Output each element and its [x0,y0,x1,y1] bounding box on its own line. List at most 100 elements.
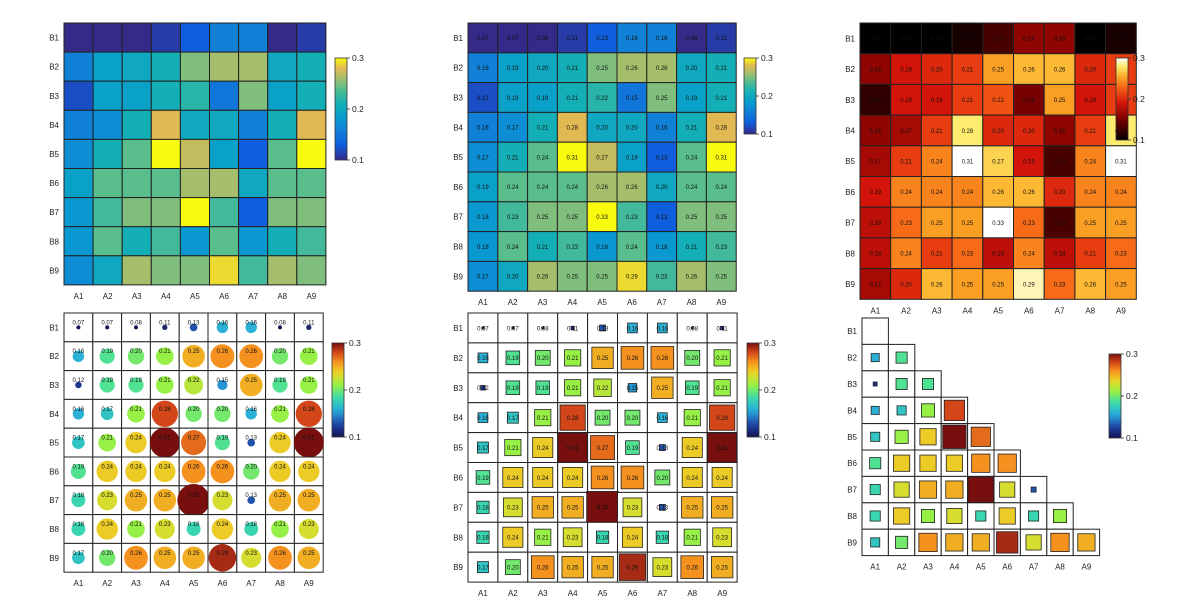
heatmap-cell [63,197,94,228]
value-label: 0.25 [159,493,171,499]
value-label: 0.25 [931,221,943,227]
heatmap-cell [705,52,737,84]
heatmap-cell [209,255,240,286]
value-label: 0.18 [597,536,609,542]
value-square [505,380,521,395]
heatmap-cell [982,237,1014,270]
value-label: 0.16 [1054,129,1066,135]
heatmap-cell [121,51,152,82]
value-label: 0.31 [1115,159,1127,165]
heatmap-cell [267,51,298,82]
heatmap-cell [209,197,240,228]
value-circle [105,325,110,330]
heatmap-cell [527,82,558,113]
value-label: 0.29 [217,551,229,557]
heatmap-cell [209,80,240,111]
value-label: 0.22 [597,386,609,392]
value-label: 0.07 [507,36,519,42]
value-label: 0.31 [566,155,578,161]
value-square [713,379,731,397]
value-square [681,496,704,519]
heatmap-cell [586,82,618,113]
value-circle [127,404,145,423]
value-label: 0.24 [686,476,698,482]
row-label: B6 [49,179,59,188]
value-circle [182,344,205,368]
heatmap-cell [616,260,648,292]
value-square [532,466,554,488]
value-label: 0.25 [1054,98,1066,104]
heatmap-cell [467,52,499,84]
value-circle [99,348,115,364]
column-label: A6 [1024,306,1034,315]
value-circle [241,547,262,568]
heatmap-cell [497,22,529,54]
heatmap-cell [209,168,240,199]
heatmap-cell [92,138,123,169]
value-circle [297,546,321,570]
value-circle [210,344,235,369]
value-circle [97,490,118,511]
value-label: 0.25 [245,378,257,384]
heatmap-cell [63,226,94,257]
value-label: 0.21 [1084,129,1096,135]
row-label: B4 [847,406,857,415]
value-label: 0.26 [1054,67,1066,73]
column-label: A4 [160,579,170,588]
heatmap-cell [92,168,123,199]
column-label: A8 [277,292,287,301]
value-label: 0.25 [1115,282,1127,288]
value-label: 0.23 [507,506,519,512]
value-label: 0.17 [477,446,489,452]
column-label: A3 [131,579,141,588]
heatmap-panel-2: 0.07 0.07 0.08 0.11 0.13 0.16 0.16 0.08 0.11 0.16… [453,22,737,307]
value-square [655,530,669,544]
heatmap-cell [890,206,922,239]
column-label: A7 [246,579,256,588]
row-label: B6 [845,188,855,197]
value-circle [247,438,256,447]
column-label: A3 [132,292,142,301]
value-label: 0.25 [537,506,549,512]
column-label: A7 [657,298,667,307]
column-label: A4 [161,292,171,301]
value-label: 0.21 [716,386,728,392]
heatmap-cell [586,201,618,233]
value-square [561,556,584,579]
row-label: B1 [49,323,59,332]
column-label: A1 [870,563,880,572]
value-label: 0.08 [537,36,549,42]
value-square [919,454,937,472]
value-label: 0.21 [130,522,142,528]
value-label: 0.24 [159,464,171,470]
row-label: B7 [49,496,59,505]
heatmap-cell [238,226,269,257]
value-circle [76,325,81,330]
value-circle [269,431,291,454]
value-label: 0.26 [597,476,609,482]
value-label: 0.23 [626,215,638,221]
value-label: 0.23 [716,536,728,542]
value-label: 0.23 [900,221,912,227]
heatmap-cell [150,109,181,140]
value-label: 0.24 [537,476,549,482]
value-square [504,559,521,576]
heatmap-cell [267,80,298,111]
value-label: 0.17 [870,159,882,165]
value-label: 0.17 [507,126,519,132]
heatmap-cell [1013,145,1045,178]
value-label: 0.18 [477,245,489,251]
value-label: 0.26 [596,185,608,191]
value-label: 0.24 [101,522,113,528]
value-label: 0.17 [900,129,912,135]
value-square [477,441,489,454]
column-label: A4 [950,563,960,572]
value-label: 0.29 [627,565,639,571]
colorbar-tick-label: 0.2 [764,385,776,395]
value-square [627,322,638,334]
heatmap-cell [1043,83,1076,116]
value-label: 0.21 [274,407,286,413]
value-label: 0.25 [303,493,315,499]
heatmap-cell [527,111,558,143]
